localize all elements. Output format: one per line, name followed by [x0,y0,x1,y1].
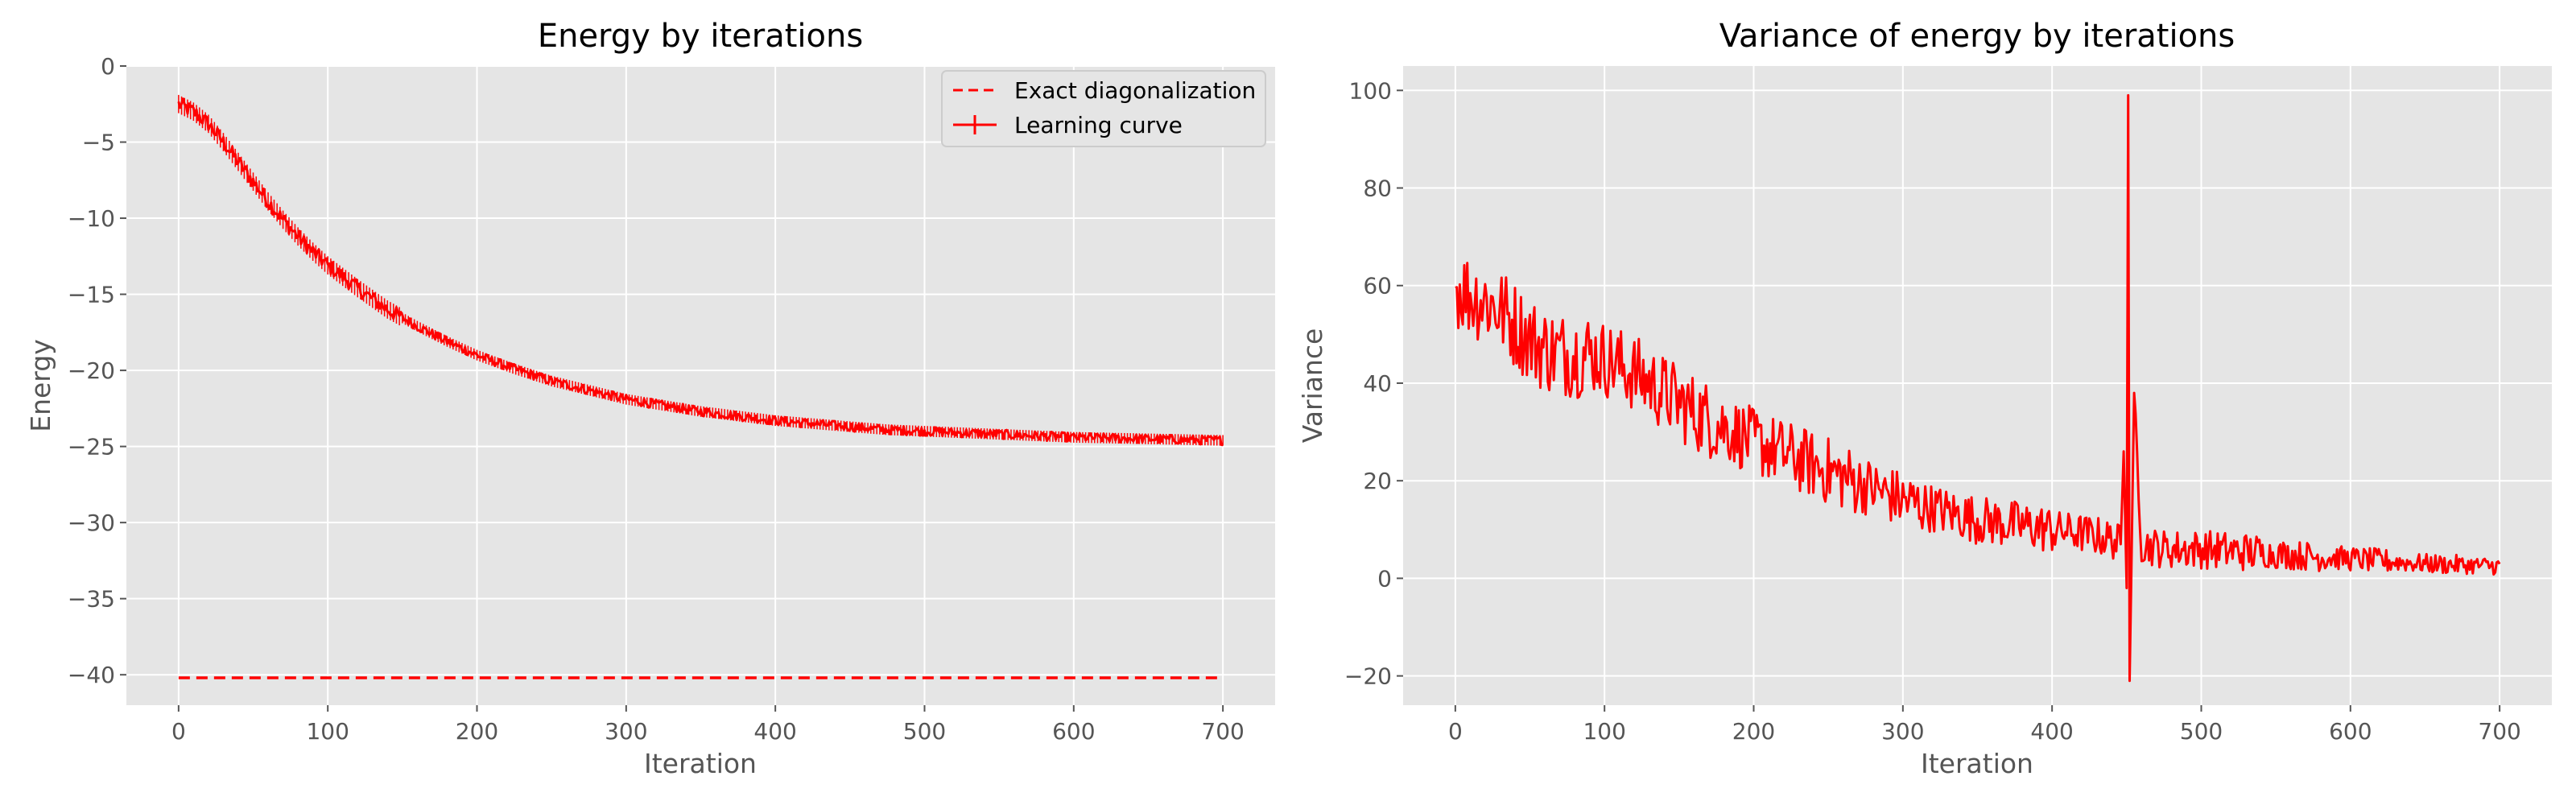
x-tick-label: 400 [2030,718,2073,745]
energy-grid [126,65,1275,705]
variance-line [1455,93,2501,683]
variance-x-axis-label: Iteration [1921,748,2033,779]
x-tick-label: 0 [1448,718,1463,745]
legend-box [941,70,1266,147]
x-tick-label: 600 [2329,718,2372,745]
energy-y-ticks: 0 −5 −10 −15 −20 −25 −30 −35 −40 [68,53,126,688]
legend-label-learning: Learning curve [1014,112,1183,138]
y-tick-label: −35 [68,586,115,613]
x-tick-label: 600 [1052,718,1095,745]
y-tick-label: 0 [101,53,115,80]
x-tick-label: 700 [2478,718,2520,745]
energy-chart: 0 100 200 300 400 500 600 700 0 −5 −10 −15 −20 −25 −3… [25,18,1275,779]
y-tick-label: 40 [1363,370,1392,397]
x-tick-label: 0 [171,718,186,745]
energy-chart-title: Energy by iterations [538,18,863,55]
x-tick-label: 100 [1583,718,1625,745]
y-tick-label: −20 [68,357,115,384]
variance-chart-title: Variance of energy by iterations [1719,18,2235,55]
variance-plot-area [1403,66,2552,705]
y-tick-label: 0 [1377,565,1392,592]
y-tick-label: 20 [1363,468,1392,494]
energy-y-axis-label: Energy [25,339,56,432]
x-tick-label: 100 [306,718,349,745]
y-tick-label: −25 [68,434,115,460]
x-tick-label: 500 [903,718,946,745]
energy-x-ticks: 0 100 200 300 400 500 600 700 [171,705,1245,745]
y-tick-label: −20 [1344,663,1392,690]
variance-y-axis-label: Variance [1297,328,1328,444]
y-tick-label: −30 [68,510,115,536]
y-tick-label: 80 [1363,175,1392,202]
variance-y-ticks: 100 80 60 40 20 0 −20 [1344,77,1403,690]
y-tick-label: −40 [68,662,115,688]
energy-legend: Exact diagonalization Learning curve [941,70,1266,147]
y-tick-label: 100 [1349,77,1392,104]
x-tick-label: 200 [456,718,498,745]
y-tick-label: −5 [82,130,115,156]
x-tick-label: 400 [753,718,796,745]
x-tick-label: 500 [2180,718,2223,745]
x-tick-label: 300 [605,718,647,745]
y-tick-label: 60 [1363,273,1392,299]
variance-x-ticks: 0 100 200 300 400 500 600 700 [1448,705,2521,745]
legend-label-exact: Exact diagonalization [1014,77,1256,104]
energy-plot-area [126,66,1275,705]
y-tick-label: −10 [68,205,115,232]
x-tick-label: 200 [1732,718,1775,745]
y-tick-label: −15 [68,282,115,308]
energy-series-group [177,94,1224,679]
variance-series-group [1455,93,2501,683]
energy-x-axis-label: Iteration [644,748,757,779]
x-tick-label: 300 [1881,718,1924,745]
x-tick-label: 700 [1201,718,1244,745]
